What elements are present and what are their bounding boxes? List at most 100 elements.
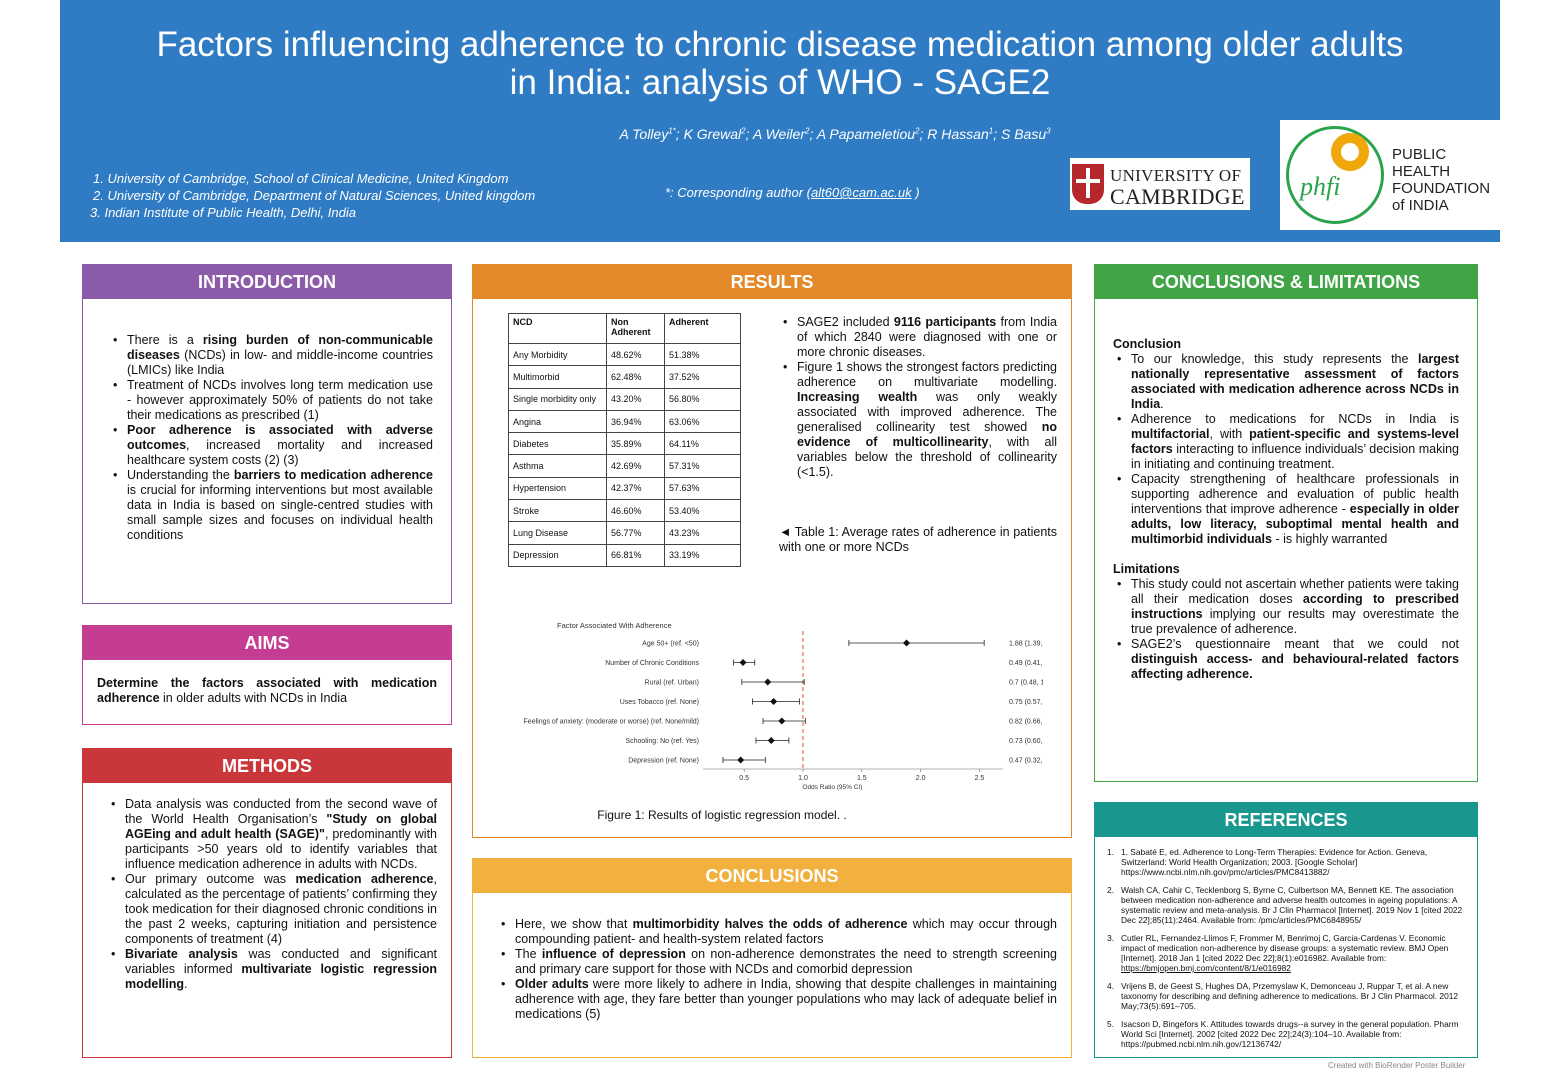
text-run: The bbox=[515, 947, 542, 961]
table-row: Depression 66.81% 33.19% bbox=[508, 543, 741, 567]
text-run: There is a bbox=[127, 333, 203, 347]
text-run: Increasing wealth bbox=[797, 390, 918, 404]
table-cell: 56.77% bbox=[606, 521, 665, 545]
text-run: on non-adherence demonstrates the need t… bbox=[515, 947, 1058, 976]
author-name: A Tolley bbox=[619, 126, 669, 142]
table-cell: Depression bbox=[508, 543, 607, 567]
aims-text: Determine the factors associated with me… bbox=[83, 660, 451, 706]
table-row: Any Morbidity 48.62% 51.38% bbox=[508, 342, 741, 367]
odds-ratio-point bbox=[764, 678, 772, 686]
text-run: 1. Sabaté E, ed. Adherence to Long-Term … bbox=[1121, 847, 1428, 877]
table-row: Asthma 42.69% 57.31% bbox=[508, 454, 741, 478]
reference-number: 5. bbox=[1107, 1019, 1114, 1029]
odds-ratio-point bbox=[739, 659, 747, 666]
author-name: K Grewal bbox=[683, 126, 742, 142]
list-item: This study could not ascertain whether p… bbox=[1113, 577, 1459, 637]
methods-section: METHODS Data analysis was conducted from… bbox=[82, 748, 452, 1058]
text-run: Understanding the bbox=[127, 468, 234, 482]
table-header-cell: NCD bbox=[508, 313, 607, 344]
x-tick-label: 1.5 bbox=[857, 775, 867, 782]
text-run: Poor adherence is associated with advers… bbox=[127, 423, 433, 452]
list-item: SAGE2 included 9116 participants from In… bbox=[779, 315, 1057, 360]
phfi-logo-text: PUBLIC HEALTH FOUNDATION of INDIA bbox=[1392, 146, 1491, 214]
text-run: multimorbidity halves the odds of adhere… bbox=[632, 917, 908, 931]
odds-ratio-value: 0.49 (0.41, 0.59) bbox=[1009, 660, 1043, 667]
table-cell: 42.37% bbox=[606, 476, 665, 501]
table-row: Hypertension 42.37% 57.63% bbox=[508, 476, 741, 501]
table-row: Diabetes 35.89% 64.11% bbox=[508, 432, 741, 456]
text-run: . bbox=[1160, 397, 1164, 411]
table-row: Multimorbid 62.48% 37.52% bbox=[508, 365, 741, 389]
table-cell: Stroke bbox=[508, 499, 607, 523]
text-run: , predominantly with participants >50 ye… bbox=[125, 827, 437, 871]
references-section: REFERENCES 1. 1. Sabaté E, ed. Adherence … bbox=[1094, 802, 1478, 1058]
text-run: influence of depression bbox=[541, 947, 686, 961]
table-cell: Lung Disease bbox=[508, 521, 607, 545]
table-cell: 64.11% bbox=[664, 432, 741, 456]
text-run: Older adults bbox=[515, 977, 589, 991]
list-item: Adherence to medications for NCDs in Ind… bbox=[1113, 412, 1459, 472]
biorender-credit: Created with BioRender Poster Builder bbox=[1328, 1061, 1466, 1070]
results-heading: RESULTS bbox=[473, 265, 1071, 299]
text-run: in older adults with NCDs in India bbox=[159, 691, 348, 705]
table-header-row: NCD Non Adherent Adherent bbox=[508, 313, 741, 344]
x-tick-label: 2.5 bbox=[975, 775, 985, 782]
text-run: (NCDs) in low- and middle-income countri… bbox=[127, 348, 433, 377]
text-run: implying our results may overestimate th… bbox=[1131, 607, 1459, 636]
table-cell: 42.69% bbox=[606, 454, 665, 478]
list-item: Poor adherence is associated with advers… bbox=[109, 423, 433, 468]
text-run: multifactorial bbox=[1131, 427, 1210, 441]
text-run: interacting to influence individuals’ de… bbox=[1131, 442, 1459, 471]
text-run: multivariate logistic regression modelli… bbox=[125, 962, 437, 991]
table-cell: 63.06% bbox=[664, 409, 741, 434]
author-name: S Basu bbox=[1000, 126, 1047, 142]
factor-label: Rural (ref. Urban) bbox=[645, 680, 699, 687]
table-cell: 57.31% bbox=[664, 454, 741, 478]
text-run: Figure 1 shows the strongest factors pre… bbox=[797, 360, 1057, 389]
text-run: , calculated as the percentage of patien… bbox=[125, 872, 437, 946]
references-heading: REFERENCES bbox=[1095, 803, 1477, 837]
text-run: Bivariate analysis bbox=[125, 947, 238, 961]
table-row: Angina 36.94% 63.06% bbox=[508, 409, 741, 434]
text-run: To our knowledge, this study represents … bbox=[1131, 352, 1418, 366]
table-row: Lung Disease 56.77% 43.23% bbox=[508, 521, 741, 545]
table-cell: Any Morbidity bbox=[508, 342, 607, 367]
reference-item: 3. Cutler RL, Fernandez-Llimos F, Frommer… bbox=[1107, 933, 1463, 973]
odds-ratio-point bbox=[903, 639, 911, 647]
table-cell: Diabetes bbox=[508, 432, 607, 456]
table-cell: 48.62% bbox=[606, 342, 665, 367]
author-name: A Papameletiou bbox=[816, 126, 916, 142]
table-header-cell: Adherent bbox=[664, 313, 741, 344]
corresponding-email-link[interactable]: alt60@cam.ac.uk bbox=[810, 185, 912, 200]
author-name: A Weiler bbox=[752, 126, 805, 142]
odds-ratio-point bbox=[778, 717, 786, 725]
poster-header: Factors influencing adherence to chronic… bbox=[60, 0, 1500, 242]
text-run: barriers to medication adherence bbox=[233, 468, 433, 482]
affiliations: 1. University of Cambridge, School of Cl… bbox=[90, 171, 536, 220]
conclusions-limitations-section: CONCLUSIONS & LIMITATIONS Conclusion To … bbox=[1094, 264, 1478, 782]
phfi-sun-icon bbox=[1328, 130, 1372, 174]
text-run: which may occur through compounding pati… bbox=[515, 917, 1058, 946]
list-item: There is a rising burden of non-communic… bbox=[109, 333, 433, 378]
text-run: medication adherence bbox=[295, 872, 434, 886]
text-run: was conducted and significant variables … bbox=[125, 947, 438, 976]
table-cell: Multimorbid bbox=[508, 365, 607, 389]
table-cell: Angina bbox=[508, 409, 607, 434]
reference-item: 2. Walsh CA, Cahir C, Tecklenborg S, Byrn… bbox=[1107, 885, 1463, 925]
text-run: This study could not ascertain whether p… bbox=[1131, 577, 1459, 606]
results-section: RESULTS NCD Non Adherent Adherent Any Morbi… bbox=[472, 264, 1072, 838]
table-cell: Hypertension bbox=[508, 476, 607, 501]
text-run: is crucial for informing interventions b… bbox=[127, 483, 433, 542]
reference-item: 5. Isacson D, Bingefors K. Attitudes towa… bbox=[1107, 1019, 1463, 1049]
table-cell: 51.38% bbox=[664, 342, 741, 367]
author-affiliation-mark: 2 bbox=[741, 126, 746, 136]
text-run: Data analysis was conducted from the sec… bbox=[125, 797, 437, 826]
x-axis-label: Odds Ratio (95% CI) bbox=[802, 784, 862, 791]
aims-section: AIMS Determine the factors associated wi… bbox=[82, 625, 452, 725]
list-item: Our primary outcome was medication adher… bbox=[107, 872, 437, 947]
author-affiliation-mark: 3 bbox=[1046, 126, 1051, 136]
poster-title: Factors influencing adherence to chronic… bbox=[156, 25, 1404, 102]
figure-caption: Figure 1: Results of logistic regression… bbox=[597, 808, 847, 822]
conclusions-list: Here, we show that multimorbidity halves… bbox=[473, 893, 1071, 1022]
table-cell: 37.52% bbox=[664, 365, 741, 389]
